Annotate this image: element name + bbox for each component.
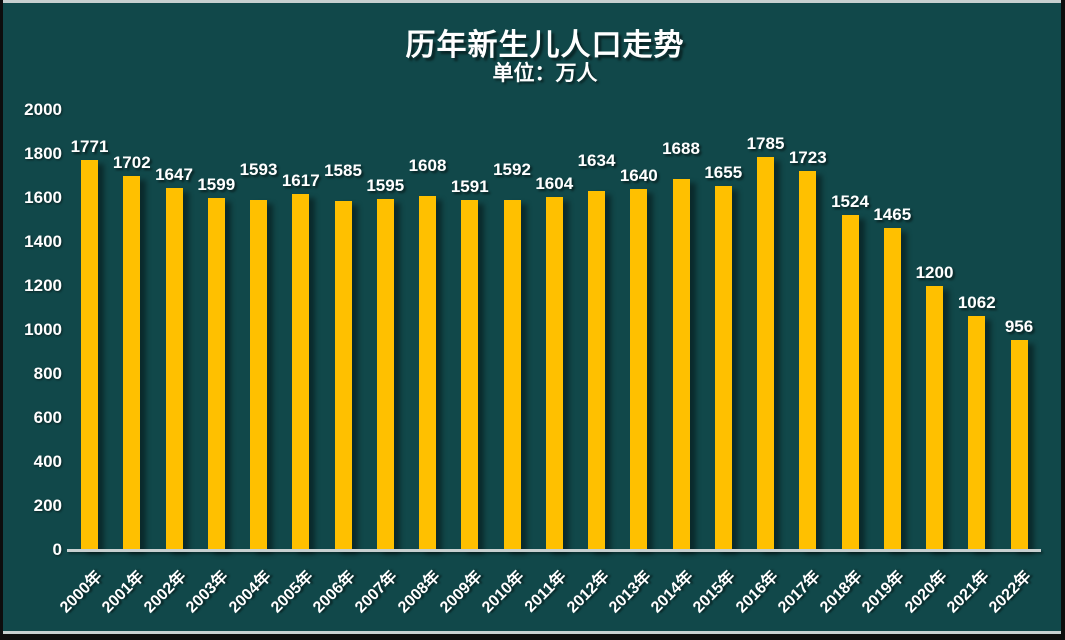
x-axis-category-label: 2003年: [183, 568, 232, 617]
bar-2022年: [1010, 339, 1028, 550]
x-axis-category-label: 2022年: [986, 568, 1035, 617]
bar-value-label: 1702: [112, 152, 151, 172]
bar-2000年: [81, 160, 98, 550]
bar-value-label: 1608: [408, 156, 447, 176]
x-axis-category-label: 2001年: [98, 568, 148, 617]
y-axis-tick-label: 1400: [24, 232, 62, 251]
bar-value-label: 1465: [873, 204, 912, 224]
bar-2019年: [883, 227, 901, 550]
bar-value-label: 1592: [493, 159, 531, 179]
frame-edge-right: [1061, 0, 1065, 640]
bar-2014年: [672, 178, 690, 550]
bar-2010年: [503, 199, 521, 550]
bar-value-label: 1604: [535, 174, 574, 194]
bar-2017年: [799, 170, 817, 550]
frame-edge-left: [0, 0, 3, 640]
x-axis-category-label: 2019年: [859, 568, 908, 617]
chart-title: 历年新生儿人口走势: [405, 29, 685, 62]
bar-2021年: [968, 316, 986, 550]
y-axis-tick-label: 0: [52, 540, 62, 559]
bar-2011年: [545, 197, 563, 550]
bar-2008年: [419, 196, 436, 550]
x-axis-category-label: 2008年: [394, 568, 444, 617]
bar-2009年: [461, 199, 479, 550]
bar-value-label: 1200: [915, 263, 954, 282]
x-axis-category-label: 2009年: [436, 568, 486, 617]
bar-value-label: 1617: [281, 171, 320, 191]
x-axis-category-label: 2005年: [267, 568, 317, 617]
y-axis-tick-label: 200: [33, 496, 62, 515]
x-axis-category-label: 2007年: [352, 568, 401, 617]
bar-2018年: [841, 214, 859, 550]
x-axis-category-label: 2021年: [943, 568, 993, 617]
bar-2016年: [757, 157, 774, 550]
bar-value-label: 1062: [957, 293, 996, 313]
y-axis-tick-label: 800: [33, 364, 62, 383]
bar-value-label: 1640: [619, 166, 658, 186]
bar-value-label: 1771: [70, 137, 109, 157]
x-axis-category-label: 2014年: [648, 568, 697, 617]
y-axis-tick-label: 400: [33, 452, 62, 471]
x-axis-category-label: 2012年: [563, 568, 613, 617]
bar-2012年: [588, 190, 605, 550]
bar-2015年: [714, 185, 732, 550]
x-axis-category-label: 2010年: [479, 568, 528, 617]
bar-value-label: 1634: [577, 150, 616, 170]
bar-value-label: 1591: [450, 176, 489, 196]
frame-edge-bottom-inner: [3, 631, 1061, 634]
x-axis-category-label: 2020年: [901, 568, 951, 617]
frame-edge-bottom-outer: [0, 634, 1065, 640]
frame-edge-top: [0, 0, 1065, 3]
x-axis-category-label: 2017年: [774, 568, 824, 617]
bar-value-label: 1723: [788, 147, 827, 167]
x-axis-category-label: 2015年: [690, 568, 739, 617]
bar-2007年: [376, 199, 394, 550]
bar-value-label: 1585: [324, 161, 362, 181]
chart-subtitle: 单位：万人: [492, 62, 598, 85]
x-axis-line: [67, 549, 1041, 552]
y-axis-tick-label: 1800: [24, 144, 62, 163]
bar-2003年: [207, 198, 225, 550]
x-axis-category-label: 2016年: [732, 568, 782, 617]
bar-value-label: 1688: [662, 138, 700, 158]
x-axis-category-label: 2011年: [522, 568, 570, 616]
y-axis-tick-label: 1600: [24, 188, 62, 207]
bar-2001年: [123, 175, 141, 550]
x-axis-category-label: 2018年: [817, 568, 866, 617]
bar-2004年: [250, 199, 267, 550]
bar-2005年: [292, 194, 310, 550]
bar-value-label: 1595: [366, 176, 405, 196]
bar-value-label: 1524: [831, 191, 869, 211]
x-axis-category-label: 2013年: [605, 568, 655, 617]
x-axis-category-label: 2006年: [310, 568, 359, 617]
bar-2006年: [334, 201, 352, 550]
x-axis-category-label: 2002年: [141, 568, 190, 617]
y-axis-tick-label: 600: [33, 408, 62, 427]
y-axis-tick-label: 1000: [24, 320, 62, 339]
y-axis-tick-label: 2000: [24, 100, 62, 119]
bar-value-label: 1647: [155, 164, 193, 184]
bar-2020年: [926, 286, 943, 550]
x-axis-category-label: 2000年: [56, 568, 106, 617]
bar-value-label: 1599: [197, 175, 236, 195]
bar-value-label: 1593: [239, 159, 278, 179]
y-axis-tick-label: 1200: [24, 276, 62, 295]
bar-2002年: [165, 187, 183, 550]
x-axis-category-label: 2004年: [225, 568, 275, 617]
bar-value-label: 1655: [704, 162, 743, 182]
bar-2013年: [630, 189, 648, 550]
bar-value-label: 1785: [746, 134, 785, 154]
bar-value-label: 956: [1004, 316, 1034, 336]
